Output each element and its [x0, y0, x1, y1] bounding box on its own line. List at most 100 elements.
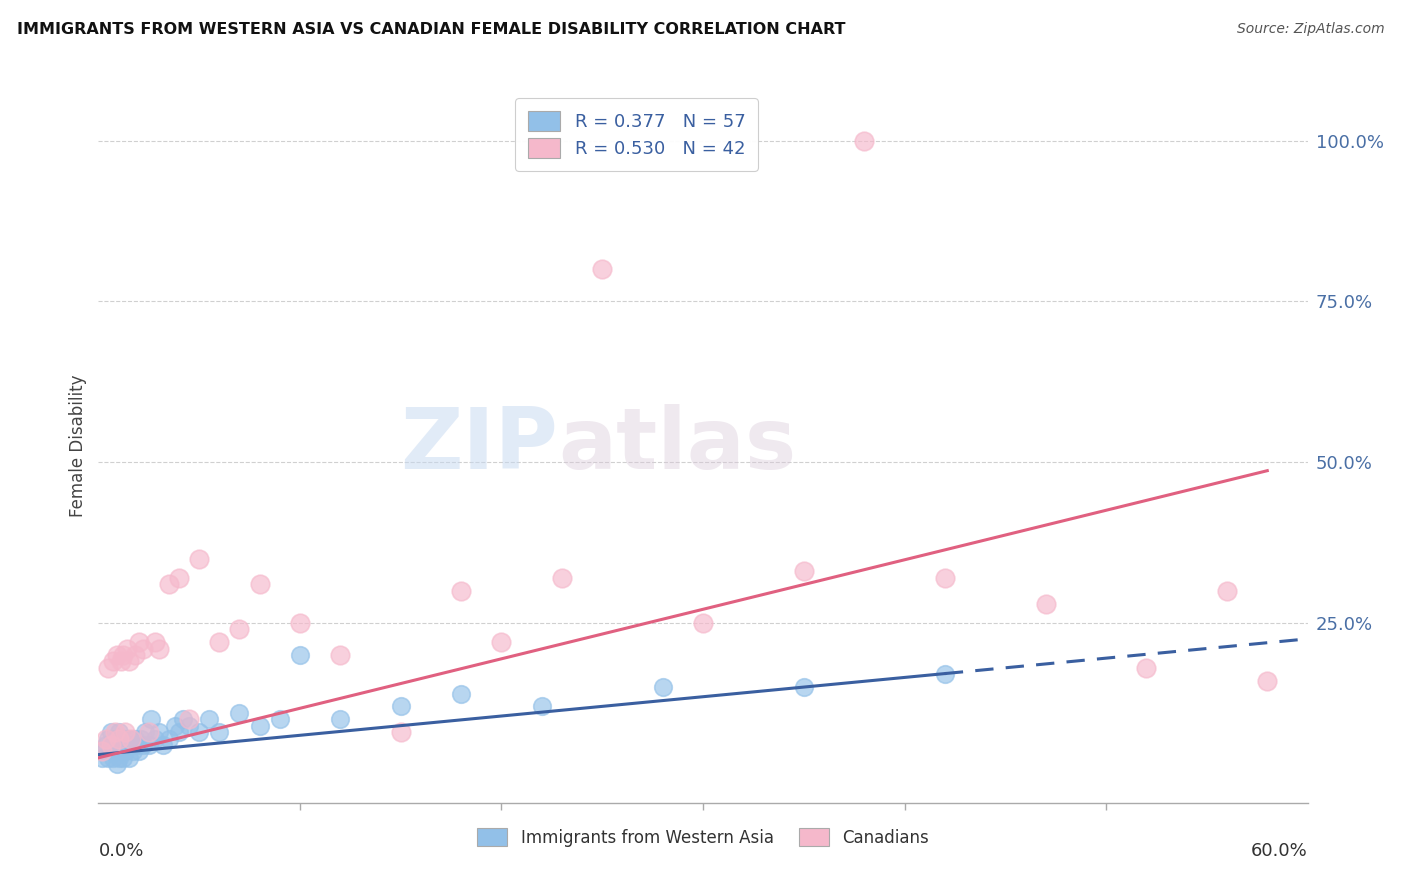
- Point: [1135, 661, 1157, 675]
- Point: [96, 738, 118, 752]
- Point: [179, 719, 201, 733]
- Point: [591, 262, 613, 277]
- Point: [101, 654, 124, 668]
- Point: [329, 712, 352, 726]
- Point: [105, 738, 128, 752]
- Text: ZIP: ZIP: [401, 404, 558, 488]
- Point: [148, 725, 170, 739]
- Point: [97, 661, 120, 675]
- Point: [118, 751, 141, 765]
- Point: [114, 744, 136, 758]
- Point: [269, 712, 291, 726]
- Point: [111, 751, 134, 765]
- Point: [93, 744, 115, 758]
- Point: [551, 571, 574, 585]
- Point: [91, 751, 114, 765]
- Point: [128, 744, 150, 758]
- Point: [853, 134, 876, 148]
- Point: [228, 706, 250, 720]
- Point: [157, 577, 180, 591]
- Point: [329, 648, 352, 662]
- Point: [249, 719, 271, 733]
- Point: [91, 744, 114, 758]
- Point: [139, 712, 162, 726]
- Point: [1256, 673, 1278, 688]
- Point: [148, 641, 170, 656]
- Point: [138, 725, 160, 739]
- Point: [110, 654, 132, 668]
- Point: [114, 731, 136, 746]
- Point: [249, 577, 271, 591]
- Point: [103, 725, 125, 739]
- Point: [120, 738, 142, 752]
- Point: [179, 712, 201, 726]
- Point: [143, 731, 166, 746]
- Point: [138, 738, 160, 752]
- Point: [96, 731, 118, 746]
- Point: [114, 725, 136, 739]
- Point: [651, 680, 673, 694]
- Point: [143, 635, 166, 649]
- Point: [97, 751, 120, 765]
- Point: [134, 725, 156, 739]
- Point: [228, 622, 250, 636]
- Point: [389, 699, 412, 714]
- Point: [100, 738, 122, 752]
- Point: [103, 744, 125, 758]
- Point: [111, 738, 134, 752]
- Point: [188, 725, 211, 739]
- Text: atlas: atlas: [558, 404, 796, 488]
- Point: [208, 725, 231, 739]
- Point: [124, 731, 146, 746]
- Point: [111, 648, 134, 662]
- Point: [105, 648, 128, 662]
- Point: [121, 744, 143, 758]
- Point: [157, 731, 180, 746]
- Point: [110, 744, 132, 758]
- Point: [100, 725, 122, 739]
- Point: [163, 719, 186, 733]
- Point: [389, 725, 412, 739]
- Point: [1035, 597, 1057, 611]
- Text: 60.0%: 60.0%: [1251, 842, 1308, 860]
- Point: [1216, 583, 1239, 598]
- Point: [103, 731, 125, 746]
- Point: [692, 615, 714, 630]
- Point: [934, 571, 956, 585]
- Point: [132, 738, 155, 752]
- Point: [115, 738, 138, 752]
- Point: [152, 738, 174, 752]
- Point: [115, 641, 138, 656]
- Point: [132, 641, 155, 656]
- Point: [97, 731, 120, 746]
- Point: [101, 738, 124, 752]
- Legend: Immigrants from Western Asia, Canadians: Immigrants from Western Asia, Canadians: [470, 820, 936, 855]
- Point: [118, 731, 141, 746]
- Point: [208, 635, 231, 649]
- Point: [129, 731, 152, 746]
- Point: [120, 731, 142, 746]
- Y-axis label: Female Disability: Female Disability: [69, 375, 87, 517]
- Point: [288, 615, 311, 630]
- Text: Source: ZipAtlas.com: Source: ZipAtlas.com: [1237, 22, 1385, 37]
- Point: [107, 738, 129, 752]
- Point: [491, 635, 513, 649]
- Point: [107, 725, 129, 739]
- Point: [793, 680, 815, 694]
- Point: [118, 654, 141, 668]
- Point: [793, 565, 815, 579]
- Point: [167, 725, 190, 739]
- Point: [124, 648, 146, 662]
- Point: [172, 712, 194, 726]
- Point: [128, 635, 150, 649]
- Point: [450, 686, 472, 700]
- Point: [100, 744, 122, 758]
- Point: [125, 738, 148, 752]
- Point: [107, 731, 129, 746]
- Point: [934, 667, 956, 681]
- Point: [105, 757, 128, 772]
- Point: [450, 583, 472, 598]
- Point: [198, 712, 221, 726]
- Point: [101, 751, 124, 765]
- Point: [167, 571, 190, 585]
